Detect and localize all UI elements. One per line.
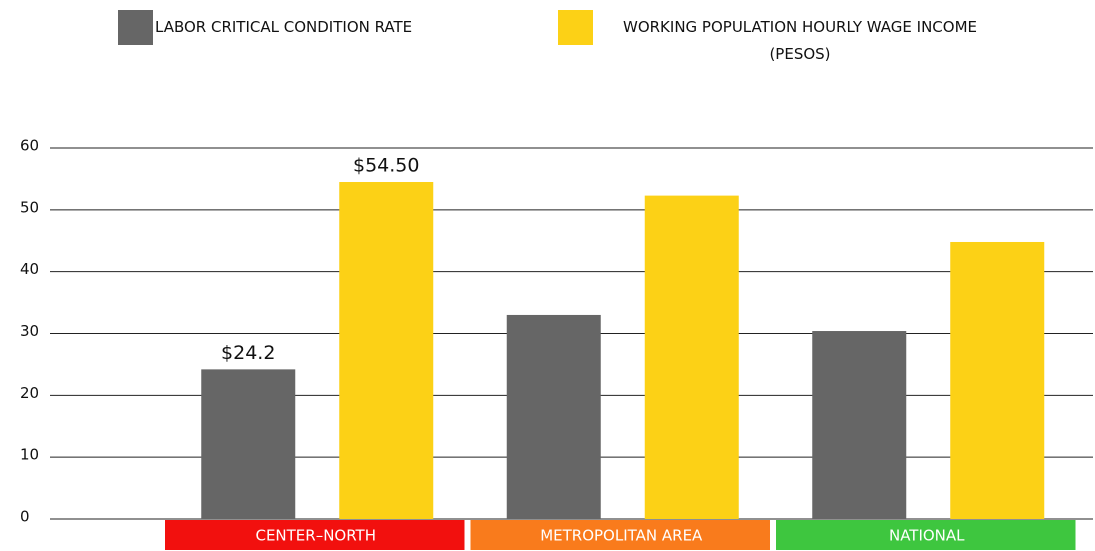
- bar: [201, 369, 296, 519]
- data-label: $24.2: [221, 342, 275, 364]
- y-tick-label: 10: [20, 446, 39, 464]
- y-tick-label: 40: [20, 260, 39, 278]
- bar: [339, 182, 434, 519]
- bar: [812, 331, 907, 519]
- y-tick-label: 60: [20, 137, 39, 155]
- y-tick-label: 20: [20, 384, 39, 402]
- bar: [644, 195, 739, 519]
- category-box: [776, 520, 1076, 550]
- y-tick-label: 30: [20, 322, 39, 340]
- category-box: [470, 520, 770, 550]
- bar: [950, 241, 1045, 519]
- legend-swatch: [558, 10, 593, 45]
- y-tick-label: 50: [20, 198, 39, 216]
- y-tick-label: 0: [20, 508, 30, 526]
- category-box: [165, 520, 465, 550]
- legend-label: WORKING POPULATION HOURLY WAGE INCOME (P…: [623, 18, 977, 63]
- x-tick-label: METROPOLITAN AREA: [540, 527, 703, 545]
- data-label: $54.50: [353, 155, 419, 177]
- x-tick-label: CENTER–NORTH: [255, 527, 376, 545]
- legend-swatch: [118, 10, 153, 45]
- x-tick-label: NATIONAL: [889, 527, 965, 545]
- bar: [506, 314, 601, 519]
- legend-label: LABOR CRITICAL CONDITION RATE: [155, 18, 413, 36]
